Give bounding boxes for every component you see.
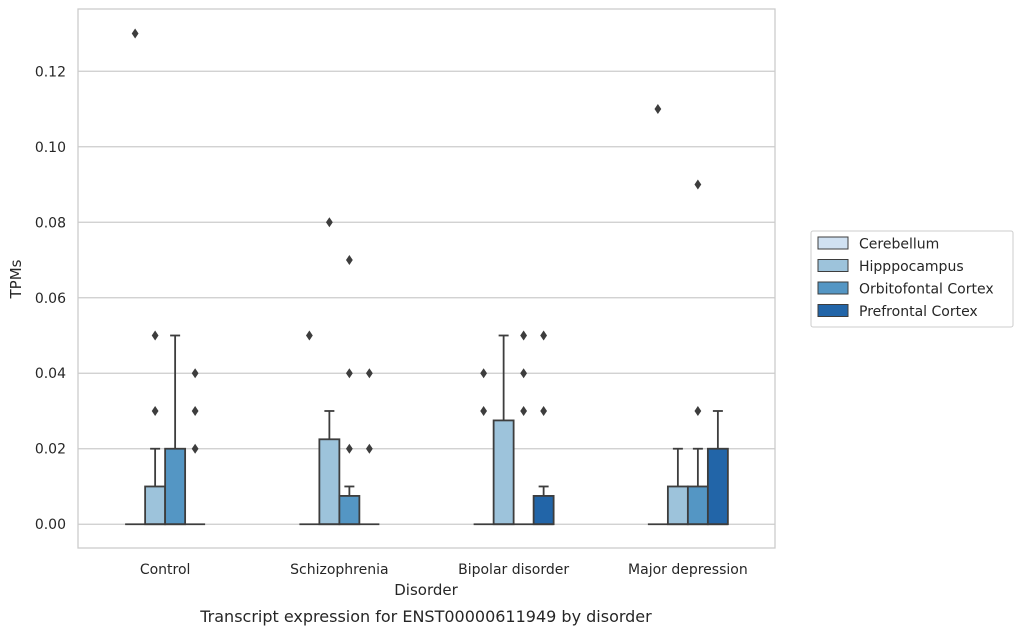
- outlier-point: [520, 405, 528, 416]
- chart-caption: Transcript expression for ENST0000061194…: [199, 607, 652, 626]
- legend-label: Hipppocampus: [859, 259, 964, 275]
- outlier-point: [305, 330, 313, 341]
- outliers: [131, 28, 702, 454]
- outlier-point: [480, 405, 488, 416]
- box-body: [338, 495, 361, 526]
- outlier-point: [345, 443, 353, 454]
- x-tick-label: Bipolar disorder: [458, 562, 569, 578]
- outlier-point: [694, 405, 702, 416]
- outlier-point: [191, 405, 199, 416]
- box-body: [164, 447, 187, 526]
- box-prefrontal-cortex: [706, 410, 729, 526]
- legend: Cerebellum Hipppocampus Orbitofontal Corte…: [810, 230, 1014, 328]
- y-tick-labels: 0.00 0.02 0.04 0.06 0.08 0.10 0.12: [35, 64, 66, 533]
- box-body: [318, 438, 341, 526]
- x-tick-labels: Control Schizophrenia Bipolar disorder Majo…: [140, 562, 748, 578]
- outlier-point: [540, 405, 548, 416]
- outlier-point: [520, 330, 528, 341]
- outlier-point: [365, 368, 373, 379]
- outlier-point: [191, 368, 199, 379]
- outlier-point: [365, 443, 373, 454]
- legend-swatch: [817, 236, 849, 250]
- y-tick-label: 0.10: [35, 140, 66, 156]
- box-body: [532, 495, 555, 526]
- legend-swatch: [817, 259, 849, 272]
- outlier-point: [540, 330, 548, 341]
- x-tick-label: Schizophrenia: [290, 562, 388, 578]
- legend-frame: [810, 230, 1014, 328]
- box-hipppocampus: [144, 447, 167, 526]
- x-tick-label: Control: [140, 562, 191, 578]
- outlier-point: [480, 368, 488, 379]
- box-body: [666, 485, 689, 526]
- outlier-point: [694, 179, 702, 190]
- outlier-point: [520, 368, 528, 379]
- x-axis-title: Disorder: [394, 581, 458, 599]
- outlier-point: [654, 104, 662, 115]
- box-orbitofontal-cortex: [686, 447, 709, 526]
- box-prefrontal-cortex: [532, 485, 555, 526]
- boxes: [125, 334, 729, 526]
- legend-swatch: [817, 281, 849, 295]
- outlier-point: [325, 217, 333, 228]
- legend-label: Orbitofontal Cortex: [859, 282, 994, 298]
- outlier-point: [345, 368, 353, 379]
- y-tick-label: 0.04: [35, 366, 66, 382]
- legend-swatch: [817, 304, 849, 317]
- box-hipppocampus: [666, 447, 689, 526]
- box-body: [144, 485, 167, 526]
- box-body: [492, 419, 515, 526]
- box-hipppocampus: [318, 410, 341, 526]
- outlier-point: [191, 443, 199, 454]
- legend-label: Prefrontal Cortex: [859, 304, 978, 320]
- y-axis-title: TPMs: [7, 259, 25, 299]
- outlier-point: [151, 405, 159, 416]
- box-body: [686, 485, 709, 526]
- y-tick-label: 0.08: [35, 215, 66, 231]
- box-hipppocampus: [492, 334, 515, 526]
- outlier-point: [151, 330, 159, 341]
- box-orbitofontal-cortex: [164, 334, 187, 526]
- outlier-point: [131, 28, 139, 39]
- y-tick-label: 0.12: [35, 64, 66, 80]
- y-tick-label: 0.02: [35, 442, 66, 458]
- outlier-point: [345, 255, 353, 266]
- y-tick-label: 0.06: [35, 291, 66, 307]
- box-orbitofontal-cortex: [338, 485, 361, 526]
- box-body: [706, 447, 729, 526]
- x-tick-label: Major depression: [628, 562, 748, 578]
- plot-frame: [77, 8, 776, 549]
- y-tick-label: 0.00: [35, 517, 66, 533]
- legend-label: Cerebellum: [859, 237, 939, 253]
